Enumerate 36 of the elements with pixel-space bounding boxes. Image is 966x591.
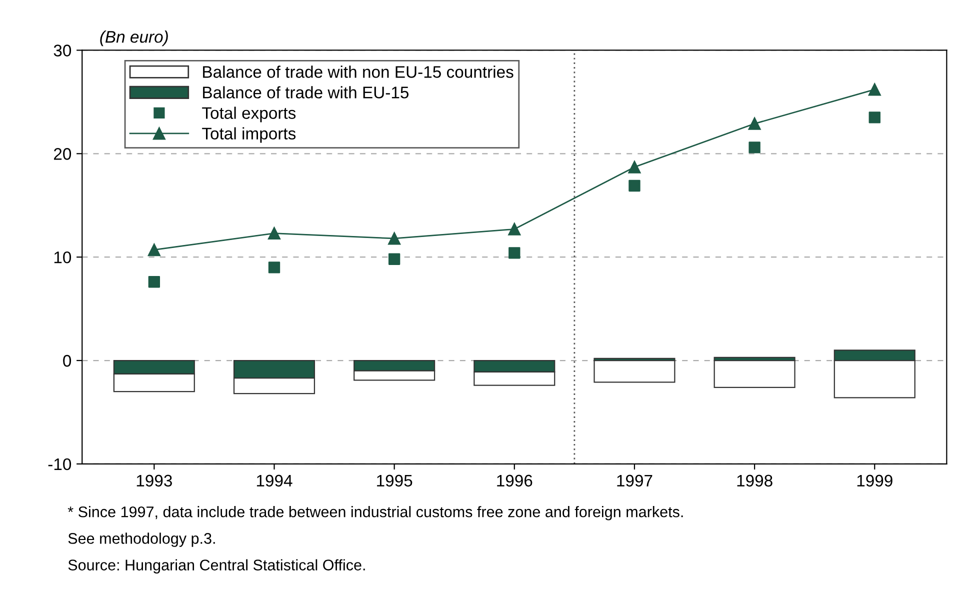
bar [714, 360, 796, 388]
y-axis-title: (Bn euro) [100, 30, 168, 46]
point [748, 117, 761, 130]
text: * Since 1997, data include trade between industrial customs free zone and foreign markets. [68, 506, 683, 520]
legend-label: Balance of trade with EU-15 [203, 86, 409, 98]
legend-label: Total exports [202, 106, 296, 122]
x-tick-label: 1994 [256, 474, 292, 487]
point [388, 253, 400, 265]
y-tick-label: 20 [54, 148, 72, 160]
point [388, 232, 401, 245]
x-tick-label: 1997 [617, 474, 652, 487]
point [748, 142, 760, 154]
point [268, 227, 280, 240]
y-tick-label: -10 [48, 458, 72, 470]
point [508, 247, 520, 259]
x-tick-label: 1993 [136, 474, 172, 487]
text: See methodology p.3. [68, 532, 215, 547]
point [868, 83, 881, 96]
legend-label: Balance of trade with non EU-15 countries [203, 66, 514, 78]
point [148, 276, 160, 288]
legend-label: Total imports [202, 127, 296, 143]
source-note: Source: Hungarian Central Statistical Office. [68, 559, 365, 574]
point [868, 112, 880, 124]
point [628, 180, 640, 192]
bar [594, 360, 676, 383]
x-tick-label: 1998 [737, 474, 772, 487]
point [628, 160, 641, 174]
y-tick-label: 10 [54, 251, 72, 264]
point [148, 244, 160, 256]
point [508, 222, 521, 236]
x-tick-label: 1996 [497, 474, 532, 487]
y-tick-label: 0 [63, 354, 72, 367]
y-tick-label: 30 [54, 44, 72, 56]
x-tick-label: 1999 [857, 474, 892, 487]
x-tick-label: 1995 [377, 474, 412, 487]
point [268, 262, 280, 274]
